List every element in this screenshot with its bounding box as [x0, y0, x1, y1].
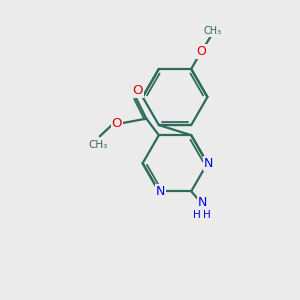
Text: O: O — [112, 116, 122, 130]
Text: H: H — [203, 210, 211, 220]
Text: CH₃: CH₃ — [204, 26, 222, 36]
Text: O: O — [196, 45, 206, 58]
Text: O: O — [132, 84, 143, 97]
Text: N: N — [204, 157, 214, 170]
Text: H: H — [194, 210, 201, 220]
Text: N: N — [198, 196, 207, 209]
Text: CH₃: CH₃ — [89, 140, 108, 149]
Text: N: N — [156, 185, 165, 198]
